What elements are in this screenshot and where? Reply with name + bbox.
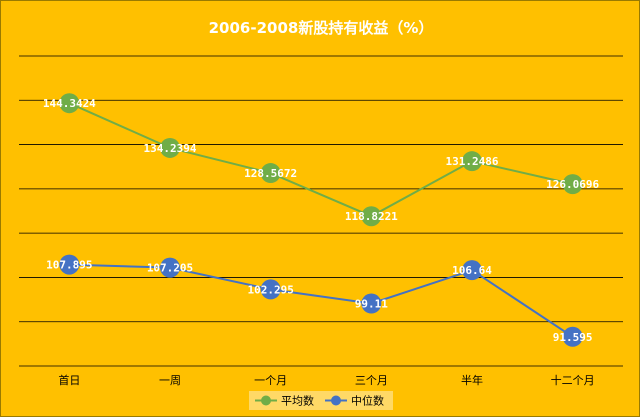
data-label: 107.895 <box>46 259 92 272</box>
data-point <box>59 254 80 275</box>
data-point <box>160 137 180 158</box>
data-point <box>260 279 281 300</box>
data-label: 144.3424 <box>43 97 96 110</box>
data-label: 128.5672 <box>244 167 297 180</box>
legend-marker <box>331 395 341 406</box>
series-layer <box>59 93 583 347</box>
x-tick-label: 三个月 <box>355 374 388 387</box>
data-label: 118.8221 <box>345 210 398 223</box>
data-label: 91.595 <box>553 331 593 344</box>
legend-marker <box>261 395 271 406</box>
data-point <box>160 257 180 278</box>
x-tick-label: 半年 <box>461 373 483 387</box>
data-point <box>562 326 583 347</box>
legend-label: 中位数 <box>351 394 384 408</box>
x-tick-label: 一周 <box>159 374 181 387</box>
data-point <box>260 163 281 184</box>
series-line <box>69 263 574 338</box>
x-axis-ticks: 首日 一周 一个月 三个月 半年 十二个月 <box>58 373 594 387</box>
data-label: 102.295 <box>247 283 293 296</box>
legend-box <box>249 391 393 410</box>
x-tick-label: 十二个月 <box>551 373 595 387</box>
data-point <box>361 293 382 314</box>
data-point <box>59 93 80 114</box>
x-tick-label: 首日 <box>58 373 80 387</box>
data-label: 99.11 <box>355 298 388 311</box>
gridlines <box>19 55 623 367</box>
data-point <box>462 151 482 172</box>
data-label: 134.2394 <box>144 142 197 155</box>
data-label: 107.205 <box>147 262 193 275</box>
series-line <box>68 102 573 218</box>
data-label: 126.0696 <box>546 178 599 191</box>
data-point <box>361 206 382 227</box>
data-labels-layer: 144.3424 134.2394 128.5672 118.8221 131.2486… <box>43 97 600 344</box>
legend-label: 平均数 <box>281 395 314 408</box>
data-point <box>562 174 583 195</box>
x-tick-label: 一个月 <box>254 374 287 387</box>
data-label: 106.64 <box>452 264 492 277</box>
data-label: 131.2486 <box>446 155 499 168</box>
data-point <box>462 260 482 281</box>
chart-title: 2006-2008新股持有收益（%） <box>209 19 434 37</box>
legend: 平均数 中位数 <box>249 391 393 410</box>
